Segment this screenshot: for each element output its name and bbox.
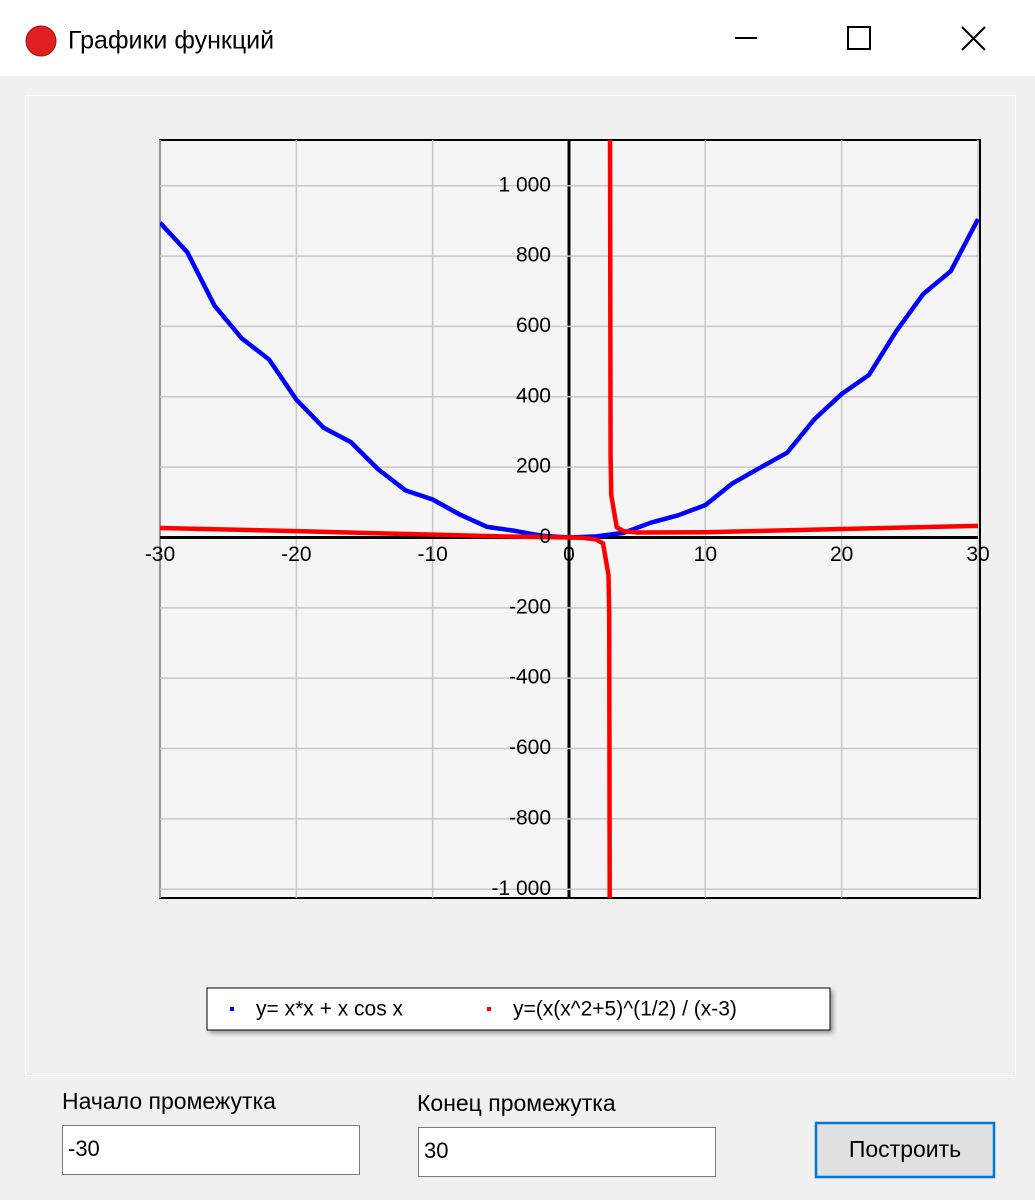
y-tick-label: 400 <box>516 384 551 407</box>
app-icon <box>25 25 57 57</box>
y-tick-label: 200 <box>516 455 551 478</box>
legend <box>206 987 831 1031</box>
x-tick-label: 0 <box>563 543 575 566</box>
legend-marker <box>487 1007 491 1011</box>
legend-label: y=(x(x^2+5)^(1/2) / (x-3) <box>513 998 737 1021</box>
window-title: Графики функций <box>68 27 274 55</box>
title-bar <box>0 0 1035 76</box>
y-tick-label: -200 <box>509 595 551 618</box>
x-tick-label: -10 <box>417 543 447 566</box>
y-tick-label: -400 <box>509 666 551 689</box>
end-label: Конец промежутка <box>417 1090 616 1116</box>
legend-label: y= x*x + x cos x <box>256 998 404 1021</box>
build-button-label: Построить <box>849 1136 961 1162</box>
end-input[interactable] <box>418 1127 716 1177</box>
start-input[interactable] <box>62 1125 360 1175</box>
y-tick-label: 800 <box>516 244 551 267</box>
x-tick-label: -20 <box>281 543 311 566</box>
y-tick-label: 0 <box>539 525 551 548</box>
x-tick-label: -30 <box>145 543 175 566</box>
x-tick-label: 10 <box>694 543 717 566</box>
legend-marker <box>230 1007 234 1011</box>
y-tick-label: 600 <box>516 314 551 337</box>
end-input-value: 30 <box>424 1138 448 1163</box>
y-tick-label: -1 000 <box>491 877 551 900</box>
y-tick-label: -600 <box>509 736 551 759</box>
build-button[interactable] <box>814 1121 996 1179</box>
y-tick-label: -800 <box>509 806 551 829</box>
x-tick-label: 20 <box>830 543 853 566</box>
start-label: Начало промежутка <box>62 1088 276 1114</box>
maximize-button[interactable] <box>847 26 871 50</box>
start-input-value: -30 <box>68 1136 100 1161</box>
series-line <box>160 140 979 898</box>
close-button[interactable] <box>961 26 986 51</box>
x-tick-label: 30 <box>966 543 989 566</box>
y-tick-label: 1 000 <box>498 173 551 196</box>
